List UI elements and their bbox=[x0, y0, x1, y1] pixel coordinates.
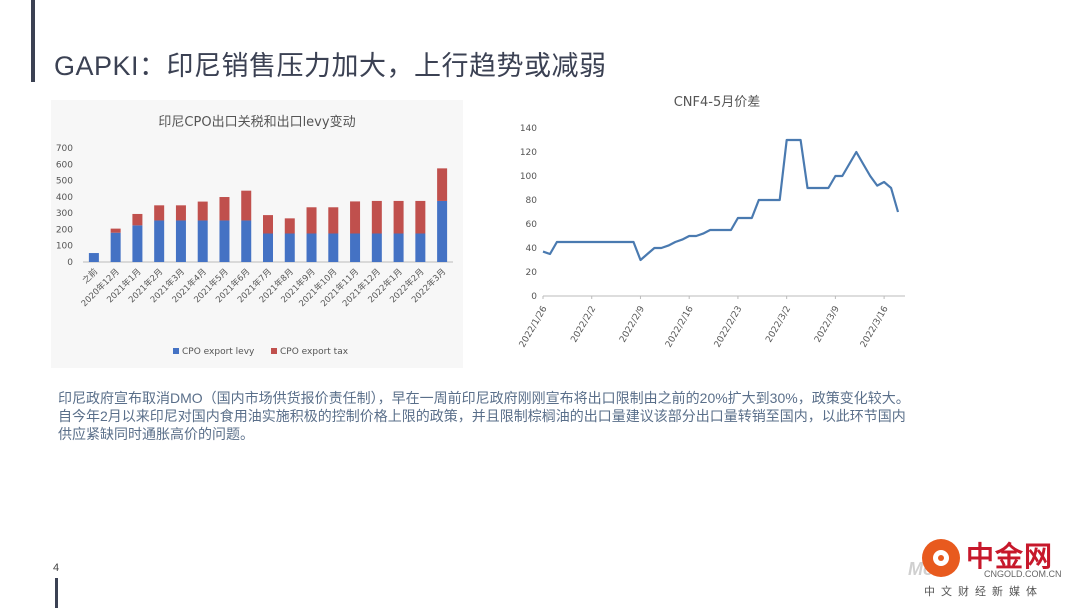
y-tick-label: 120 bbox=[520, 148, 537, 158]
x-tick-label: 2022/1/26 bbox=[518, 304, 550, 349]
bar-cpo-export-tax bbox=[393, 200, 404, 234]
bar-cpo-export-tax bbox=[415, 200, 426, 234]
y-tick-label: 500 bbox=[56, 177, 73, 187]
bar-cpo-export-tax bbox=[371, 200, 382, 234]
bar-cpo-export-levy bbox=[241, 220, 252, 262]
y-tick-label: 60 bbox=[526, 220, 538, 230]
y-tick-label: 300 bbox=[56, 209, 73, 219]
x-tick-label: 2022/2/16 bbox=[664, 304, 696, 349]
series-line bbox=[542, 138, 900, 262]
bar-cpo-export-tax bbox=[132, 213, 143, 226]
body-paragraph-2: 自今年2月以来印尼对国内食用油实施积极的控制价格上限的政策，并且限制棕榈油的出口… bbox=[58, 408, 906, 424]
logo-cn-name: 中金网 bbox=[966, 541, 1054, 572]
y-tick-label: 0 bbox=[531, 292, 537, 302]
cngold-logo: Mo 中金网 CNGOLD.COM.CN 中文财经新媒体 bbox=[908, 533, 1076, 603]
bar-cpo-export-levy bbox=[350, 233, 361, 262]
bar-cpo-export-levy bbox=[371, 233, 382, 262]
cnf-spread-chart: CNF4-5月价差 0 20 40 60 80 100 120 140 2022/1/26 2022… bbox=[505, 90, 925, 370]
y-tick-label: 140 bbox=[520, 124, 537, 134]
bar-cpo-export-levy bbox=[393, 233, 404, 262]
y-tick-label: 100 bbox=[56, 242, 73, 252]
bar-cpo-export-levy bbox=[154, 220, 165, 262]
bar-cpo-export-tax bbox=[154, 205, 165, 221]
x-tick-label: 2022/3/16 bbox=[859, 304, 891, 349]
body-paragraph-3: 供应紧缺同时通胀高价的问题。 bbox=[58, 426, 254, 442]
bar-cpo-export-tax bbox=[350, 201, 361, 234]
bar-cpo-export-tax bbox=[110, 228, 121, 233]
slide-body-text: 印尼政府宣布取消DMO（国内市场供货报价责任制），早在一周前印尼政府刚刚宣布将出… bbox=[58, 389, 1038, 443]
page-number: 4 bbox=[53, 562, 60, 574]
x-tick-label: 2022/3/2 bbox=[764, 305, 793, 345]
bar-cpo-export-levy bbox=[197, 220, 208, 262]
bar-cpo-export-levy bbox=[415, 233, 426, 262]
chart-title: CNF4-5月价差 bbox=[674, 95, 761, 110]
bar-cpo-export-levy bbox=[88, 253, 99, 262]
y-tick-label: 700 bbox=[56, 144, 73, 154]
logo-url: CNGOLD.COM.CN bbox=[984, 569, 1062, 579]
bar-cpo-export-levy bbox=[132, 225, 143, 262]
legend-swatch bbox=[173, 348, 179, 354]
body-paragraph-1: 印尼政府宣布取消DMO（国内市场供货报价责任制），早在一周前印尼政府刚刚宣布将出… bbox=[58, 390, 910, 406]
logo-swirl-icon bbox=[922, 539, 960, 577]
bar-cpo-export-levy bbox=[306, 233, 317, 262]
bar-cpo-export-tax bbox=[219, 197, 230, 221]
bar-cpo-export-levy bbox=[219, 220, 230, 262]
bar-cpo-export-levy bbox=[437, 200, 448, 262]
x-tick-label: 2022/3/9 bbox=[813, 304, 842, 344]
y-tick-label: 80 bbox=[526, 196, 538, 206]
bar-cpo-export-levy bbox=[328, 233, 339, 262]
logo-tagline: 中文财经新媒体 bbox=[924, 586, 1043, 598]
y-tick-label: 600 bbox=[56, 160, 73, 170]
x-tick-label: 2022/2/9 bbox=[618, 304, 647, 344]
bar-cpo-export-tax bbox=[328, 207, 339, 234]
y-tick-label: 200 bbox=[56, 225, 73, 235]
y-tick-label: 400 bbox=[56, 193, 73, 203]
bar-cpo-export-levy bbox=[175, 220, 186, 262]
bar-cpo-export-tax bbox=[175, 205, 186, 221]
bar-cpo-export-tax bbox=[241, 190, 252, 221]
footer-accent-bar bbox=[55, 578, 58, 608]
bar-cpo-export-tax bbox=[263, 215, 273, 234]
y-tick-label: 20 bbox=[526, 268, 538, 278]
bar-cpo-export-tax bbox=[197, 201, 208, 221]
y-tick-label: 100 bbox=[520, 172, 537, 182]
legend-label: CPO export tax bbox=[280, 347, 349, 357]
bar-cpo-export-tax bbox=[284, 218, 295, 234]
bar-cpo-export-tax bbox=[437, 168, 448, 201]
cnf-spread-chart-svg: CNF4-5月价差 0 20 40 60 80 100 120 140 2022/1/26 2022… bbox=[518, 95, 905, 350]
chart-title: 印尼CPO出口关税和出口levy变动 bbox=[158, 114, 355, 130]
bar-cpo-export-tax bbox=[306, 207, 317, 234]
y-tick-label: 0 bbox=[67, 258, 73, 268]
bar-cpo-export-levy bbox=[284, 233, 295, 262]
export-levy-tax-chart: 印尼CPO出口关税和出口levy变动 0 100 200 300 400 500 600 700… bbox=[51, 100, 463, 368]
x-tick-label: 2022/2/23 bbox=[713, 305, 745, 350]
slide-title: GAPKI：印尼销售压力加大，上行趋势或减弱 bbox=[54, 51, 607, 81]
bar-cpo-export-levy bbox=[110, 232, 121, 262]
x-tick-label: 2022/2/2 bbox=[569, 305, 598, 345]
export-levy-tax-chart-svg: 印尼CPO出口关税和出口levy变动 0 100 200 300 400 500 600 700… bbox=[56, 114, 453, 357]
legend-swatch bbox=[271, 348, 277, 354]
legend-label: CPO export levy bbox=[182, 347, 255, 357]
bar-cpo-export-levy bbox=[263, 233, 273, 262]
title-accent-bar bbox=[31, 0, 35, 82]
y-tick-label: 40 bbox=[526, 244, 538, 254]
